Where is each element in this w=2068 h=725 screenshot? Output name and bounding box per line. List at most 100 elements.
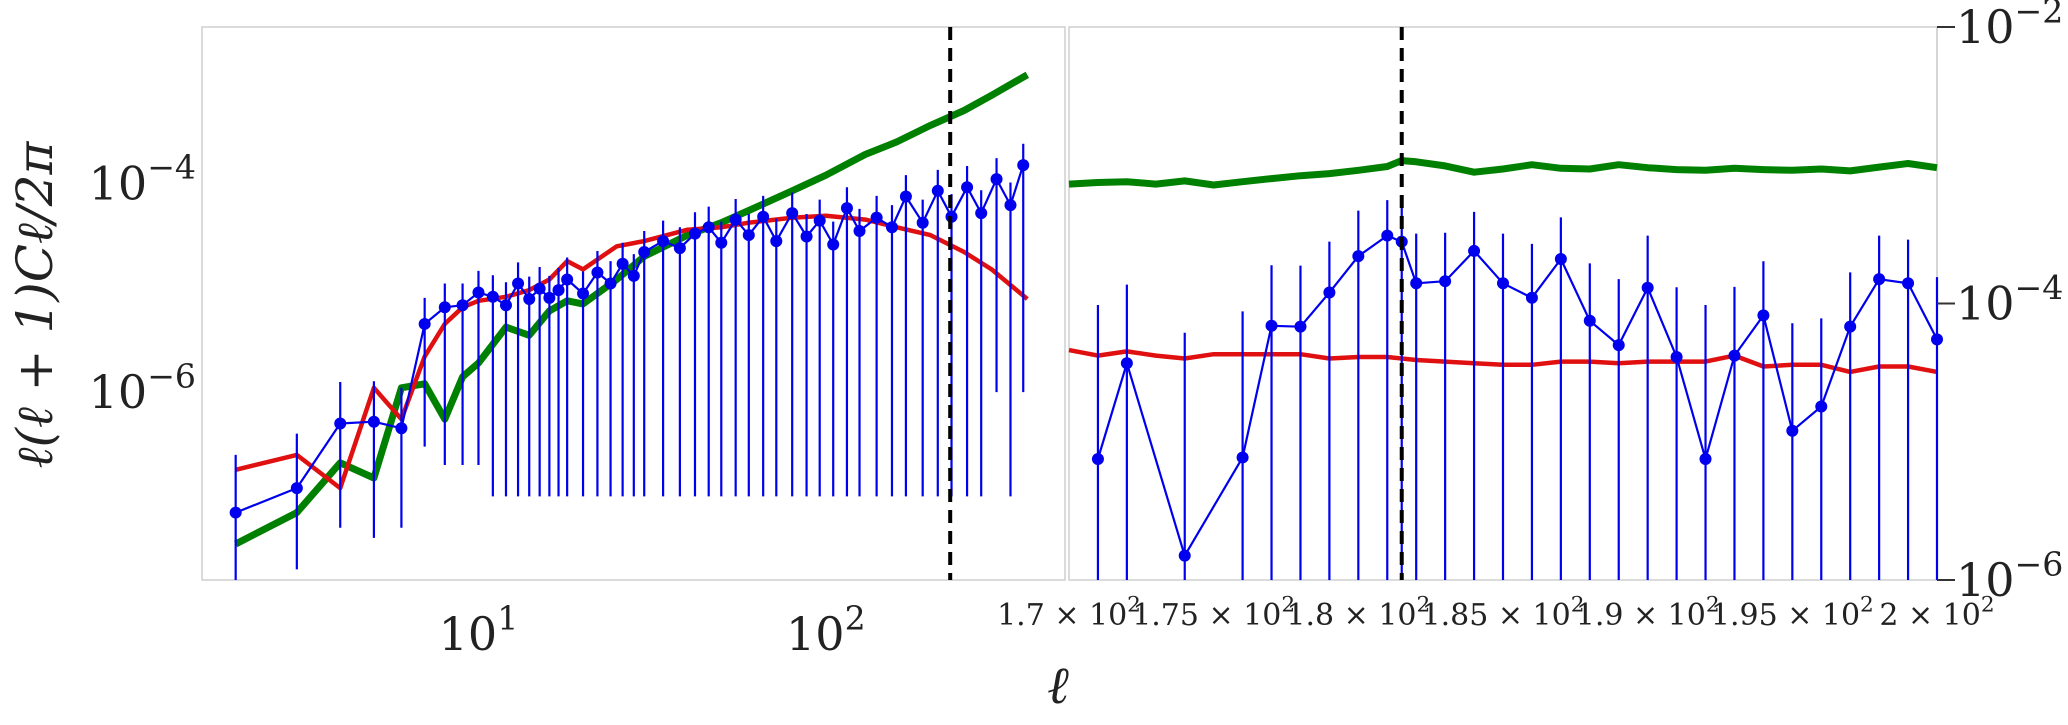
right-data-point bbox=[1410, 277, 1423, 290]
left-data-point bbox=[627, 269, 640, 282]
left-data-point bbox=[418, 317, 431, 330]
left-data-point bbox=[916, 216, 929, 229]
left-y-tick-label: 10−4 bbox=[89, 148, 196, 211]
right-data-point bbox=[1236, 451, 1249, 464]
left-series-line bbox=[234, 71, 1030, 548]
right-data-point bbox=[1525, 291, 1538, 304]
right-y-tick-label: 10−2 bbox=[1956, 0, 2063, 54]
left-data-point bbox=[975, 207, 988, 220]
y-axis-label: ℓ(ℓ + 1)Cℓ/2π bbox=[6, 140, 64, 468]
left-data-point bbox=[523, 293, 536, 306]
left-data-point bbox=[1004, 199, 1017, 212]
right-data-point bbox=[1757, 309, 1770, 322]
right-x-tick-label: 1.8 × 102 bbox=[1286, 593, 1430, 634]
right-x-tick-label: 1.9 × 102 bbox=[1576, 593, 1720, 634]
left-data-point bbox=[990, 173, 1003, 186]
left-data-point bbox=[786, 207, 799, 220]
left-data-point bbox=[229, 506, 242, 519]
right-y-tick-label: 10−6 bbox=[1956, 544, 2063, 607]
left-data-point bbox=[577, 287, 590, 300]
left-data-point bbox=[543, 291, 556, 304]
right-data-point bbox=[1120, 357, 1133, 370]
right-data-point bbox=[1352, 250, 1365, 263]
right-data-point bbox=[1381, 229, 1394, 242]
right-data-point bbox=[1931, 333, 1943, 346]
right-x-tick-label: 1.85 × 102 bbox=[1422, 593, 1585, 634]
left-data-point bbox=[813, 214, 826, 227]
left-data-point bbox=[638, 246, 651, 259]
left-x-tick-label: 101 bbox=[439, 598, 519, 661]
left-data-point bbox=[1017, 159, 1030, 172]
right-data-point bbox=[1323, 286, 1336, 299]
left-series-0 bbox=[234, 71, 1030, 548]
right-data-point bbox=[1294, 320, 1307, 333]
right-data-point bbox=[1497, 277, 1509, 290]
right-panel-marks bbox=[1068, 27, 1943, 580]
right-series-line bbox=[1068, 157, 1938, 189]
right-data-point bbox=[1178, 549, 1191, 562]
left-data-point bbox=[702, 221, 715, 234]
right-x-tick-label: 1.95 × 102 bbox=[1711, 593, 1874, 634]
right-data-point bbox=[1554, 252, 1567, 265]
left-data-point bbox=[486, 290, 499, 303]
left-data-point bbox=[499, 299, 512, 312]
left-data-point bbox=[456, 299, 469, 312]
right-series-2 bbox=[1091, 200, 1943, 580]
left-data-point bbox=[770, 235, 783, 248]
left-series-2 bbox=[229, 143, 1030, 580]
left-panel-marks bbox=[229, 27, 1030, 580]
right-data-point bbox=[1468, 244, 1481, 257]
left-x-tick-label: 102 bbox=[786, 598, 866, 661]
left-data-point bbox=[827, 238, 840, 251]
left-data-point bbox=[853, 225, 866, 238]
right-series-line bbox=[1096, 234, 1938, 557]
left-y-tick-label: 10−6 bbox=[89, 356, 196, 419]
right-data-point bbox=[1902, 277, 1915, 290]
left-data-point bbox=[800, 230, 813, 243]
left-data-point bbox=[715, 236, 728, 249]
left-data-point bbox=[290, 482, 303, 495]
left-data-point bbox=[961, 181, 974, 194]
right-data-point bbox=[1641, 281, 1654, 294]
right-data-point bbox=[1612, 339, 1625, 352]
left-data-point bbox=[673, 242, 686, 255]
left-data-point bbox=[742, 229, 755, 242]
left-data-point bbox=[438, 301, 451, 314]
left-data-point bbox=[616, 257, 629, 270]
right-data-point bbox=[1265, 319, 1278, 332]
left-data-point bbox=[840, 202, 853, 215]
right-data-point bbox=[1583, 314, 1596, 327]
left-data-point bbox=[512, 277, 525, 290]
right-series-0 bbox=[1068, 157, 1938, 189]
right-data-point bbox=[1844, 320, 1857, 333]
right-y-tick-label: 10−4 bbox=[1956, 268, 2063, 331]
left-data-point bbox=[533, 282, 546, 295]
left-data-point bbox=[604, 277, 617, 290]
right-x-tick-label: 1.7 × 102 bbox=[997, 593, 1141, 634]
right-data-point bbox=[1786, 424, 1799, 437]
left-data-point bbox=[591, 266, 604, 279]
left-series-1 bbox=[235, 213, 1029, 491]
left-data-point bbox=[899, 190, 912, 203]
left-data-point bbox=[657, 235, 670, 248]
left-data-point bbox=[870, 211, 883, 224]
left-data-point bbox=[395, 422, 408, 435]
left-data-point bbox=[472, 286, 485, 299]
left-data-point bbox=[552, 284, 565, 297]
right-data-point bbox=[1670, 351, 1683, 364]
left-series-line bbox=[235, 213, 1029, 491]
left-data-point bbox=[757, 210, 770, 223]
right-data-point bbox=[1815, 400, 1828, 413]
left-plot-frame bbox=[201, 26, 1066, 581]
left-data-point bbox=[367, 415, 380, 428]
right-data-point bbox=[1699, 453, 1712, 466]
left-data-point bbox=[334, 417, 347, 430]
x-axis-label: ℓ bbox=[1047, 656, 1069, 716]
left-data-point bbox=[729, 213, 742, 226]
right-data-point bbox=[1728, 349, 1741, 362]
right-data-point bbox=[1873, 273, 1886, 286]
left-data-point bbox=[931, 184, 944, 197]
left-data-point bbox=[561, 273, 574, 286]
